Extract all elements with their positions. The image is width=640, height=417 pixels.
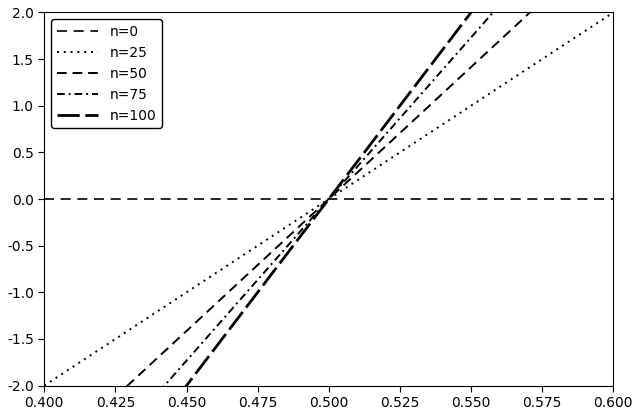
n=25 <box>310 206 318 211</box>
n=75 <box>348 170 356 175</box>
n=0 <box>40 196 48 201</box>
Line: n=100: n=100 <box>44 0 613 417</box>
n=0 <box>609 196 617 201</box>
n=100 <box>314 211 322 216</box>
n=25 <box>314 203 322 208</box>
n=75 <box>379 135 387 140</box>
n=0 <box>596 196 604 201</box>
n=50 <box>507 28 515 33</box>
Line: n=25: n=25 <box>44 13 613 386</box>
n=0 <box>379 196 387 201</box>
n=25 <box>348 181 356 186</box>
n=75 <box>314 209 322 214</box>
n=50 <box>314 206 322 211</box>
Legend: n=0, n=25, n=50, n=75, n=100: n=0, n=25, n=50, n=75, n=100 <box>51 19 162 128</box>
n=0 <box>310 196 318 201</box>
Line: n=50: n=50 <box>44 0 613 417</box>
n=25 <box>596 19 604 24</box>
n=50 <box>379 146 387 151</box>
n=25 <box>609 10 617 15</box>
n=25 <box>40 383 48 388</box>
Line: n=75: n=75 <box>44 0 613 417</box>
n=25 <box>507 77 515 82</box>
n=75 <box>310 213 318 218</box>
n=100 <box>310 215 318 220</box>
n=0 <box>348 196 356 201</box>
n=100 <box>348 166 356 171</box>
n=25 <box>379 161 387 166</box>
n=0 <box>507 196 515 201</box>
n=0 <box>314 196 322 201</box>
n=50 <box>310 210 318 215</box>
n=100 <box>379 126 387 131</box>
n=50 <box>348 175 356 180</box>
